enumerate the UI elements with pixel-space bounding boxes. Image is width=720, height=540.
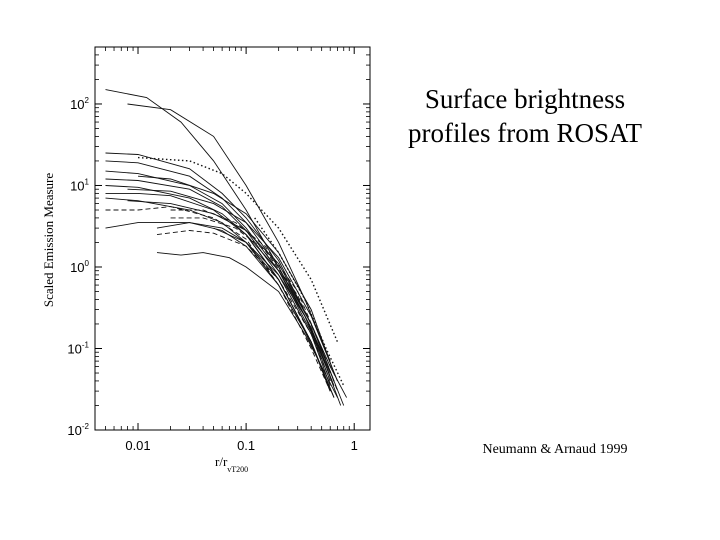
x-tick-label: 0.1 bbox=[237, 438, 255, 453]
y-axis-label: Scaled Emission Measure bbox=[41, 173, 56, 308]
series-layer bbox=[105, 89, 347, 406]
y-tick-label: 102 bbox=[70, 96, 89, 112]
profile-line-19 bbox=[213, 227, 345, 406]
profile-line-3 bbox=[105, 152, 335, 382]
y-tick-label: 10-1 bbox=[67, 340, 89, 356]
profile-line-1 bbox=[105, 89, 331, 374]
profile-line-16 bbox=[170, 209, 338, 382]
profile-line-10 bbox=[127, 188, 338, 382]
slide-title: Surface brightness profiles from ROSAT bbox=[380, 82, 670, 150]
profile-line-21 bbox=[156, 252, 338, 398]
profile-line-15 bbox=[105, 222, 335, 398]
citation: Neumann & Arnaud 1999 bbox=[482, 442, 628, 457]
slide-title-line-2: profiles from ROSAT bbox=[408, 118, 642, 148]
profile-line-20 bbox=[156, 230, 331, 382]
x-tick-label: 0.01 bbox=[125, 438, 150, 453]
profile-line-6 bbox=[105, 170, 331, 382]
x-axis-label-main: r/r bbox=[215, 454, 228, 469]
x-axis-label-subscript: vT200 bbox=[227, 465, 248, 474]
y-tick-label: 101 bbox=[70, 177, 89, 193]
profile-line-11 bbox=[105, 192, 331, 392]
x-tick-label: 1 bbox=[351, 438, 358, 453]
y-tick-label: 10-2 bbox=[67, 422, 89, 438]
profile-line-23 bbox=[245, 234, 342, 406]
tick-layer: 0.01 0.1 1 102 101 100 10-1 10-2 bbox=[67, 46, 370, 453]
y-tick-label: 100 bbox=[70, 259, 89, 275]
profile-line-14 bbox=[105, 206, 331, 392]
plot-frame bbox=[94, 46, 371, 431]
profile-line-7 bbox=[105, 178, 331, 386]
profile-line-25 bbox=[254, 245, 335, 398]
profile-line-8 bbox=[137, 175, 335, 374]
profile-line-24 bbox=[264, 252, 347, 398]
x-axis-label: r/rvT200 bbox=[215, 454, 248, 474]
profile-line-22 bbox=[254, 217, 345, 386]
slide-title-line-1: Surface brightness bbox=[424, 84, 626, 114]
profile-line-4 bbox=[105, 160, 335, 386]
